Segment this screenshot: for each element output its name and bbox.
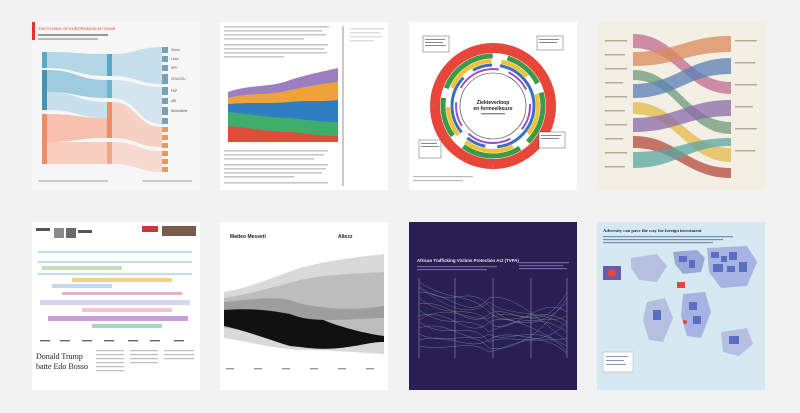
sankey-label-5: FDP [171,89,177,93]
streamgraph-left-title: Matteo Messeti [230,234,266,240]
sankey-label-1: Grüne [171,48,180,52]
trafficking-title: African Trafficking Victims Protection A… [417,258,519,263]
newspaper-subheadline: batte Edo Bosso [36,362,88,371]
sankey-header: THE FLOWS OF EUROPEAN ELECTIONS [38,26,116,31]
sankey-thumbnail-graphic: THE FLOWS OF EUROPEAN ELECTIONS [32,22,200,190]
sankey-label-7: Nichtwähler [171,109,189,113]
sankey-label-3: SPD [171,66,178,70]
newspaper-thumbnail-graphic: Donald Trump batte Edo Bosso [32,222,200,390]
investment-map-title: Adversity can pave the way for foreign i… [603,228,702,233]
thumbnail-parallel-lines[interactable]: African Trafficking Victims Protection A… [409,222,577,390]
newspaper-headline: Donald Trump [36,352,83,361]
radial-thumbnail-graphic: Ziekteverloop en formeelkeuze [409,22,577,190]
streamgraph-right-title: Altezz [338,234,353,240]
investment-map-thumbnail-graphic: Adversity can pave the way for foreign i… [597,222,765,390]
thumbnail-stacked-area[interactable] [220,22,388,190]
sankey-label-4: CDU/CSU [171,77,186,81]
alluvial-thumbnail-graphic [597,22,765,190]
stacked-area-thumbnail-graphic [220,22,388,190]
parallel-lines-thumbnail-graphic: African Trafficking Victims Protection A… [409,222,577,390]
sankey-label-2: Linke [171,57,179,61]
radial-subtitle: en formeelkeuze [473,106,512,112]
thumbnail-streamgraph[interactable]: Matteo Messeti Altezz [220,222,388,390]
radial-title: Ziekteverloop [477,100,510,106]
thumbnail-investment-map[interactable]: Adversity can pave the way for foreign i… [597,222,765,390]
thumbnail-alluvial[interactable] [597,22,765,190]
thumbnail-newspaper[interactable]: Donald Trump batte Edo Bosso [32,222,200,390]
streamgraph-thumbnail-graphic: Matteo Messeti Altezz [220,222,388,390]
thumbnail-sankey[interactable]: THE FLOWS OF EUROPEAN ELECTIONS [32,22,200,190]
sankey-label-6: AfD [171,99,177,103]
thumbnail-radial[interactable]: Ziekteverloop en formeelkeuze [409,22,577,190]
